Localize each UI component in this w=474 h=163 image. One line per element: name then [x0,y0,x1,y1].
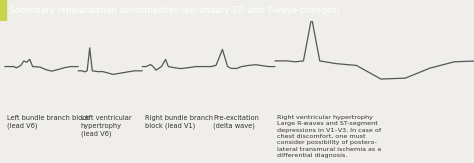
Text: Right bundle branch
block (lead V1): Right bundle branch block (lead V1) [145,115,212,129]
Text: Right ventricular hypertrophy
Large R-waves and ST-segment
depressions in V1–V3.: Right ventricular hypertrophy Large R-wa… [277,115,382,158]
Bar [0,0,6,21]
Text: Left bundle branch block
(lead V6): Left bundle branch block (lead V6) [7,115,90,129]
Text: Secondary repolarization abnormalities (secondary ST- and T-wave changes): Secondary repolarization abnormalities (… [9,6,339,15]
Text: Left ventricular
hypertrophy
(lead V6): Left ventricular hypertrophy (lead V6) [81,115,131,137]
Text: Pre-excitation
(delta wave): Pre-excitation (delta wave) [213,115,259,129]
